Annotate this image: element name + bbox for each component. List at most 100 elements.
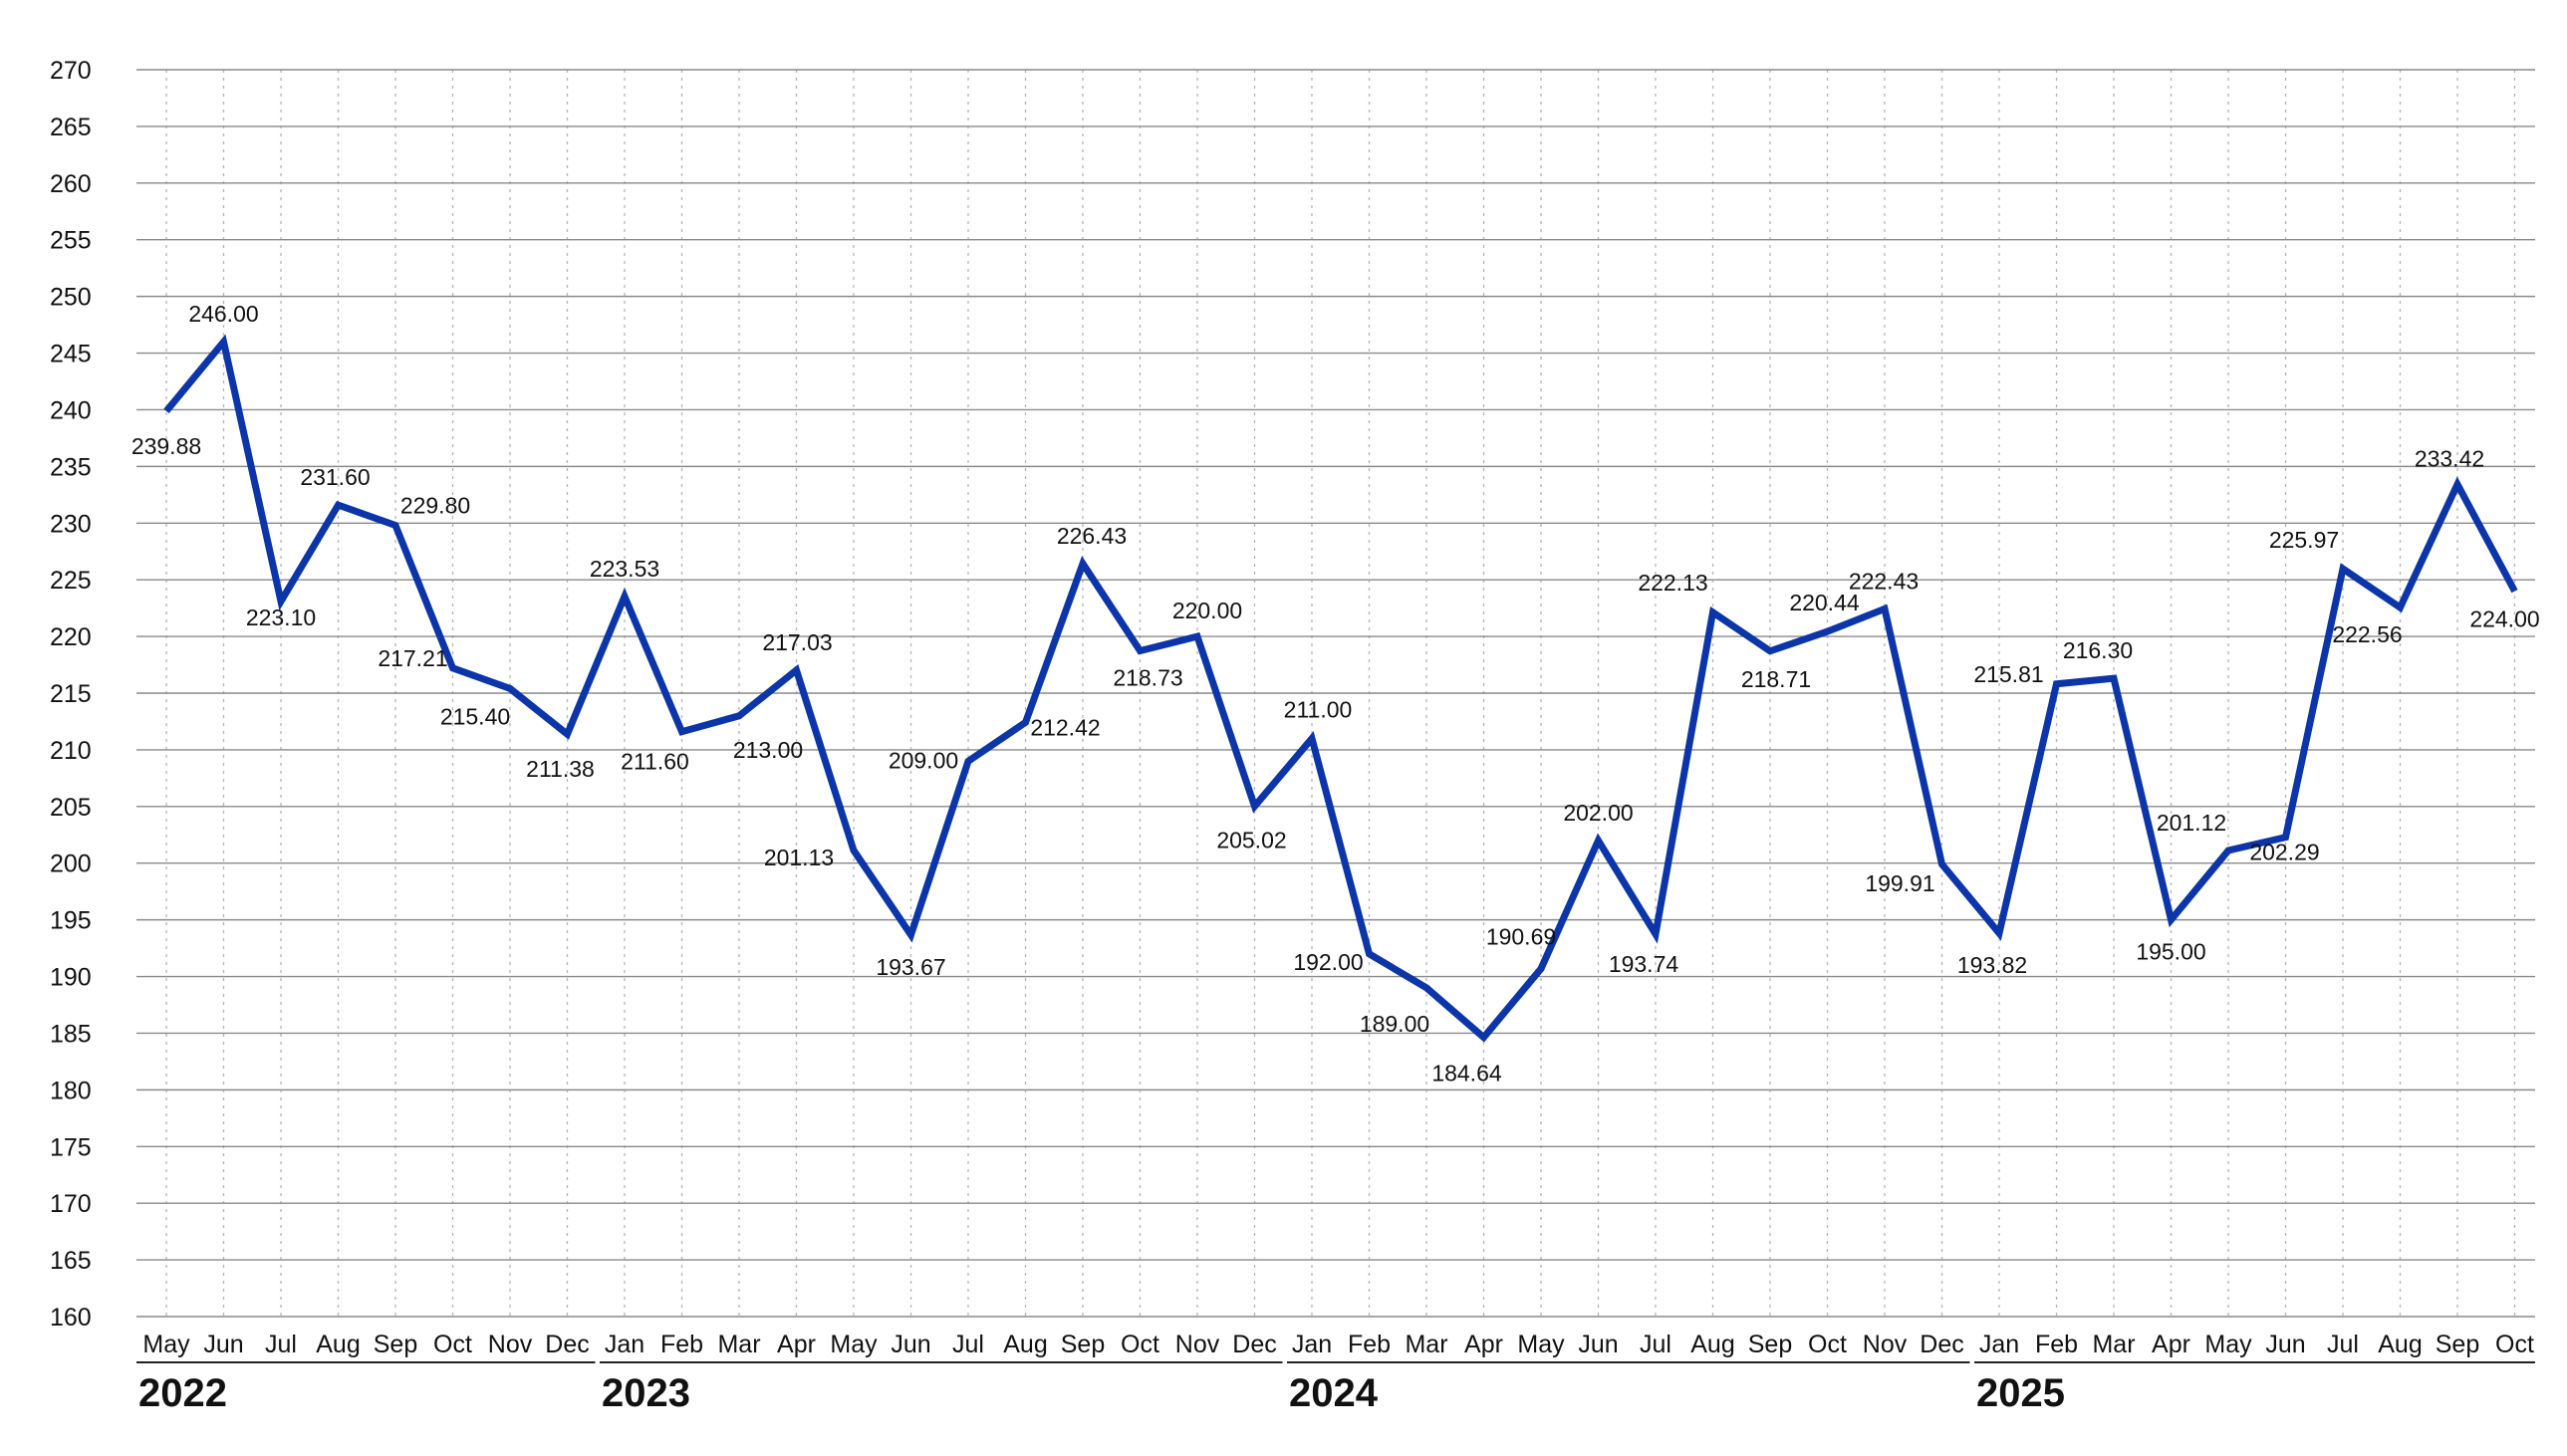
x-tick-label: Nov: [1175, 1331, 1220, 1358]
x-tick-label: Mar: [2092, 1331, 2135, 1358]
y-tick-label: 215: [50, 680, 92, 708]
x-tick-label: Jan: [1292, 1331, 1332, 1358]
data-label: 218.73: [1113, 665, 1182, 691]
x-tick-label: Oct: [1121, 1331, 1159, 1358]
y-tick-label: 185: [50, 1020, 92, 1048]
data-label: 239.88: [131, 433, 201, 459]
x-tick-label: Apr: [777, 1331, 816, 1358]
y-axis: 160 165 170 175 180 185 190 195 200 205 210 215 220 2…: [50, 57, 92, 1332]
year-label: 2024: [1289, 1371, 1379, 1415]
data-label: 209.00: [889, 747, 958, 773]
data-label: 195.00: [2136, 939, 2205, 965]
data-label: 211.00: [1284, 697, 1353, 723]
y-tick-label: 210: [50, 737, 92, 765]
data-label: 233.42: [2415, 445, 2484, 471]
data-label: 218.71: [1741, 666, 1811, 692]
x-tick-label: Sep: [2436, 1331, 2479, 1358]
x-tick-label: Nov: [488, 1331, 533, 1358]
data-label: 222.43: [1849, 568, 1919, 594]
series: [163, 334, 2518, 1043]
x-tick-label: Jul: [1640, 1331, 1671, 1358]
data-label: 184.64: [1431, 1061, 1502, 1087]
data-label: 216.30: [2063, 637, 2133, 663]
x-tick-label: Nov: [1863, 1331, 1908, 1358]
data-label: 189.00: [1360, 1011, 1429, 1037]
year-label: 2025: [1976, 1371, 2065, 1415]
x-tick-label: Jul: [2327, 1331, 2359, 1358]
data-label: 223.53: [590, 556, 659, 582]
y-tick-label: 220: [50, 623, 92, 651]
data-label: 220.00: [1172, 598, 1242, 623]
x-tick-label: Apr: [1464, 1331, 1503, 1358]
data-label: 193.74: [1609, 951, 1679, 977]
y-tick-label: 190: [50, 964, 92, 992]
data-label: 199.91: [1865, 870, 1934, 896]
data-label: 215.40: [440, 703, 510, 729]
x-tick-label: Sep: [1748, 1331, 1792, 1358]
x-tick-label: Jul: [952, 1331, 984, 1358]
data-labels: 239.88 246.00 223.10 231.60 229.80 217.21 215.…: [131, 301, 2540, 1086]
data-label: 215.81: [1973, 661, 2043, 687]
y-tick-label: 235: [50, 453, 92, 481]
x-tick-label: Aug: [316, 1331, 360, 1358]
x-tick-label: Jan: [605, 1331, 644, 1358]
series-line: [163, 334, 2518, 1043]
data-label: 205.02: [1216, 828, 1286, 853]
data-label: 213.00: [733, 737, 803, 763]
x-tick-label: Aug: [1003, 1331, 1047, 1358]
x-tick-label: Mar: [1405, 1331, 1447, 1358]
x-tick-label: Aug: [2378, 1331, 2422, 1358]
year-axis: 2022 2023 2024 2025: [136, 1361, 2535, 1415]
x-tick-label: Jan: [1979, 1331, 2019, 1358]
data-label: 190.69: [1486, 924, 1556, 950]
y-tick-label: 205: [50, 794, 92, 822]
data-label: 246.00: [188, 301, 258, 327]
x-tick-label: Jun: [891, 1331, 930, 1358]
data-label: 229.80: [400, 493, 470, 519]
x-tick-label: Dec: [1920, 1331, 1963, 1358]
x-tick-label: Oct: [2495, 1331, 2534, 1358]
x-tick-label: Dec: [1232, 1331, 1276, 1358]
x-tick-label: Sep: [374, 1331, 417, 1358]
data-label: 231.60: [300, 464, 370, 490]
x-tick-label: Feb: [1348, 1331, 1391, 1358]
x-tick-label: May: [2204, 1331, 2252, 1358]
data-label: 217.21: [378, 645, 447, 671]
x-tick-label: Jul: [265, 1331, 297, 1358]
x-tick-label: May: [142, 1331, 190, 1358]
year-label: 2022: [138, 1371, 227, 1415]
y-tick-label: 195: [50, 907, 92, 935]
x-tick-label: May: [830, 1331, 878, 1358]
data-label: 211.60: [621, 749, 689, 775]
y-tick-label: 160: [50, 1304, 92, 1332]
data-label: 223.10: [246, 605, 316, 630]
data-label: 193.67: [876, 954, 945, 980]
x-tick-label: Jun: [1578, 1331, 1618, 1358]
y-tick-label: 170: [50, 1190, 92, 1218]
y-tick-label: 200: [50, 850, 92, 878]
data-label: 217.03: [762, 629, 832, 655]
y-tick-label: 270: [50, 57, 92, 85]
data-label: 192.00: [1293, 949, 1363, 975]
data-label: 202.29: [2249, 840, 2319, 865]
data-label: 193.82: [1957, 952, 2027, 978]
data-label: 201.13: [764, 845, 834, 870]
x-tick-label: May: [1517, 1331, 1565, 1358]
x-tick-label: Sep: [1061, 1331, 1105, 1358]
grid: [136, 69, 2535, 1318]
data-label: 224.00: [2469, 607, 2539, 632]
data-label: 222.13: [1638, 570, 1707, 596]
x-tick-label: Oct: [1808, 1331, 1847, 1358]
data-label: 222.56: [2332, 621, 2402, 647]
y-tick-label: 180: [50, 1077, 92, 1104]
y-tick-label: 225: [50, 567, 92, 595]
y-tick-label: 230: [50, 510, 92, 538]
x-tick-label: Aug: [1690, 1331, 1734, 1358]
y-tick-label: 245: [50, 341, 92, 368]
data-label: 212.42: [1030, 714, 1100, 740]
y-tick-label: 165: [50, 1247, 92, 1275]
y-tick-label: 265: [50, 114, 92, 141]
data-label: 225.97: [2269, 527, 2339, 553]
y-tick-label: 175: [50, 1133, 92, 1161]
